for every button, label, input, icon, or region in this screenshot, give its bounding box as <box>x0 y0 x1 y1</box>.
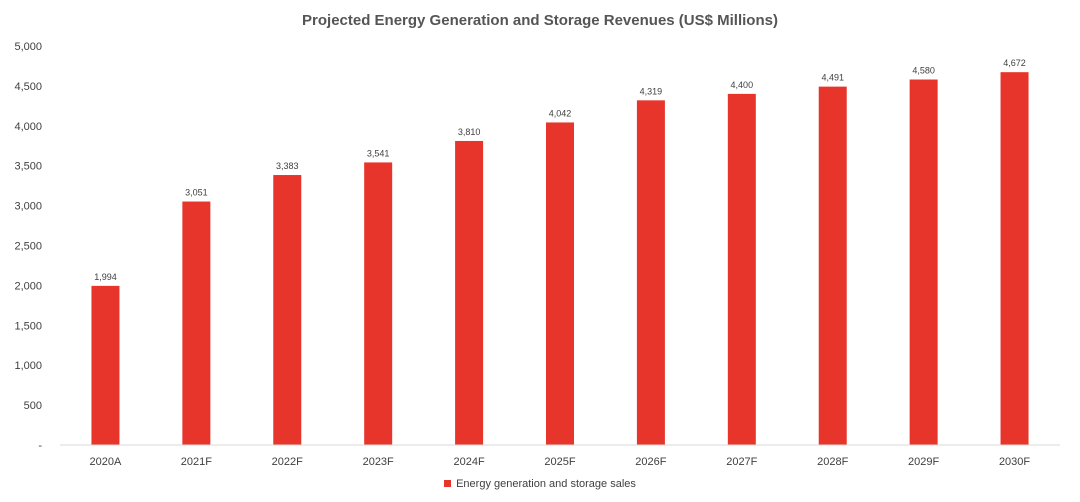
x-tick-label: 2020A <box>90 456 122 468</box>
data-label: 3,541 <box>367 148 390 158</box>
x-tick-label: 2029F <box>908 456 939 468</box>
bar <box>546 122 574 446</box>
data-label: 3,051 <box>185 188 208 198</box>
y-tick-label: 4,000 <box>14 121 42 133</box>
data-labels: 1,994 3,051 3,383 3,541 3,810 4,042 4,319 4,400… <box>94 58 1026 282</box>
y-tick-label: 1,500 <box>14 320 42 332</box>
chart-title: Projected Energy Generation and Storage … <box>302 12 778 29</box>
x-tick-label: 2024F <box>453 456 484 468</box>
data-label: 4,319 <box>640 86 663 96</box>
bar-series <box>91 72 1029 446</box>
y-axis: - 500 1,000 1,500 2,000 2,500 3,000 3,500 4,000 4… <box>14 41 42 452</box>
x-tick-label: 2027F <box>726 456 757 468</box>
bar <box>727 93 756 445</box>
data-label: 4,042 <box>549 108 572 118</box>
y-tick-label: 3,000 <box>14 201 42 213</box>
y-tick-label: 2,000 <box>14 280 42 292</box>
bar <box>455 140 484 445</box>
data-label: 1,994 <box>94 272 117 282</box>
bar <box>91 285 120 445</box>
y-tick-label: 500 <box>24 400 42 412</box>
data-label: 3,810 <box>458 127 481 137</box>
x-tick-label: 2021F <box>181 456 212 468</box>
x-tick-label: 2023F <box>363 456 394 468</box>
bar <box>1000 72 1029 445</box>
data-label: 4,580 <box>912 66 935 76</box>
y-tick-label: 4,500 <box>14 81 42 93</box>
bar <box>818 86 847 446</box>
legend-label: Energy generation and storage sales <box>456 478 636 490</box>
x-tick-label: 2025F <box>544 456 575 468</box>
x-tick-label: 2026F <box>635 456 666 468</box>
y-tick-label: 3,500 <box>14 161 42 173</box>
x-tick-label: 2030F <box>999 456 1030 468</box>
data-label: 4,400 <box>731 80 754 90</box>
y-tick-label: - <box>38 440 42 452</box>
bar-chart: - 500 1,000 1,500 2,000 2,500 3,000 3,500 4,000 4… <box>14 41 1060 468</box>
data-label: 3,383 <box>276 161 299 171</box>
bar <box>364 162 393 445</box>
x-tick-label: 2028F <box>817 456 848 468</box>
legend: Energy generation and storage sales <box>0 478 1080 490</box>
x-axis: 2020A 2021F 2022F 2023F 2024F 2025F 2026F 2027F… <box>90 456 1031 468</box>
data-label: 4,491 <box>821 73 844 83</box>
y-tick-label: 5,000 <box>14 41 42 53</box>
x-tick-label: 2022F <box>272 456 303 468</box>
legend-swatch <box>444 480 452 487</box>
bar <box>182 201 211 445</box>
bar <box>636 100 665 445</box>
bar <box>909 79 938 446</box>
y-tick-label: 1,000 <box>14 360 42 372</box>
y-tick-label: 2,500 <box>14 241 42 253</box>
data-label: 4,672 <box>1003 58 1026 68</box>
bar <box>273 175 302 445</box>
